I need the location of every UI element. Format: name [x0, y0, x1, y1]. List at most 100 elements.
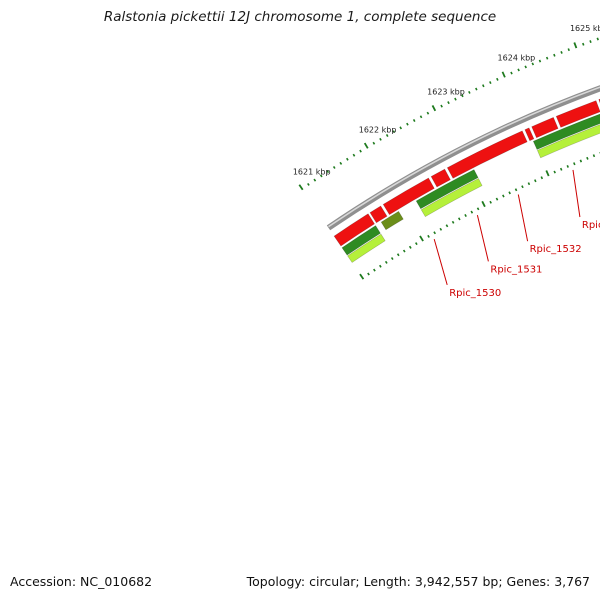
- minor-tick: [359, 149, 362, 153]
- major-tick: [501, 71, 506, 78]
- cds-feature: [531, 117, 559, 139]
- minor-tick: [379, 137, 382, 141]
- genome-info-text: Topology: circular; Length: 3,942,557 bp…: [246, 574, 590, 589]
- minor-tick: [385, 134, 389, 137]
- major-tick: [419, 235, 424, 242]
- cds-feature: [555, 100, 600, 128]
- minor-tick: [346, 157, 349, 161]
- minor-tick: [476, 207, 480, 211]
- minor-tick: [408, 245, 412, 249]
- minor-tick: [373, 268, 376, 272]
- minor-tick: [419, 115, 423, 119]
- minor-tick: [527, 182, 531, 186]
- tick-label: 1625 kbp: [570, 24, 600, 33]
- minor-tick: [319, 174, 323, 178]
- backbone-highlight: [328, 86, 600, 228]
- gene-label: Rpic_1530: [449, 288, 501, 299]
- major-tick: [545, 170, 550, 177]
- rna-feature-light: [537, 124, 600, 159]
- tick-label: 1621 kbp: [293, 168, 331, 177]
- minor-tick: [586, 156, 589, 160]
- minor-tick: [540, 176, 544, 180]
- minor-tick: [379, 264, 382, 268]
- minor-tick: [402, 249, 406, 253]
- rna-feature-dark: [341, 225, 381, 256]
- minor-tick: [352, 153, 356, 157]
- minor-tick: [451, 220, 455, 224]
- minor-tick: [307, 182, 310, 186]
- minor-tick: [439, 227, 443, 231]
- backbone-layer: [326, 85, 600, 231]
- minor-tick: [559, 167, 563, 171]
- minor-tick: [582, 42, 585, 46]
- minor-tick: [396, 253, 400, 257]
- minor-tick: [457, 217, 461, 221]
- minor-tick: [468, 90, 471, 94]
- minor-tick: [496, 77, 499, 81]
- minor-tick: [326, 170, 330, 174]
- major-tick: [573, 42, 578, 49]
- minor-tick: [560, 51, 563, 54]
- tick-label: 1622 kbp: [359, 126, 397, 135]
- rna-feature-light: [347, 233, 386, 263]
- gene-leader-line: [517, 194, 529, 242]
- major-tick: [481, 200, 486, 208]
- tick-layer: 1621 kbp 1622 kbp 1623 kbp 1624 kbp 1625 kbp…: [293, 24, 600, 280]
- gene-label: Rpic_1531: [490, 264, 542, 275]
- minor-tick: [454, 97, 457, 101]
- minor-tick: [514, 188, 518, 192]
- minor-tick: [495, 197, 499, 201]
- major-tick: [431, 104, 437, 112]
- minor-tick: [502, 194, 505, 198]
- minor-tick: [589, 40, 592, 44]
- cds-feature: [524, 127, 535, 142]
- major-tick: [298, 184, 304, 191]
- minor-tick: [332, 165, 336, 169]
- rna-feature-olive: [380, 210, 404, 231]
- minor-tick: [579, 159, 583, 163]
- rna-feature-dark: [415, 169, 479, 210]
- backbone-outer: [326, 85, 600, 231]
- minor-tick: [440, 104, 443, 108]
- minor-tick: [426, 111, 430, 115]
- tick-label: 1623 kbp: [427, 88, 465, 97]
- minor-tick: [596, 37, 599, 41]
- tick-label: 1624 kbp: [498, 54, 536, 63]
- minor-tick: [508, 191, 511, 195]
- minor-tick: [367, 272, 370, 276]
- minor-tick: [313, 178, 317, 182]
- gene-leader-line: [433, 238, 448, 286]
- rna-feature-dark: [532, 113, 600, 150]
- cds-feature: [333, 213, 375, 247]
- map-title: Ralstonia pickettii 12J chromosome 1, co…: [103, 9, 497, 25]
- minor-tick: [475, 87, 478, 91]
- major-tick: [359, 273, 365, 280]
- cds-feature: [446, 130, 528, 179]
- minor-tick: [517, 68, 520, 72]
- major-tick: [363, 142, 369, 149]
- minor-tick: [390, 257, 394, 261]
- rna-feature-light: [420, 178, 483, 218]
- minor-tick: [489, 81, 492, 85]
- minor-tick: [538, 59, 542, 63]
- minor-tick: [545, 56, 549, 60]
- minor-tick: [510, 71, 513, 75]
- cds-feature: [369, 205, 388, 224]
- gene-label: Rpic_1533: [582, 220, 600, 231]
- gene-leader-line: [572, 169, 581, 218]
- minor-tick: [553, 53, 556, 57]
- minor-tick: [445, 224, 449, 228]
- minor-tick: [384, 260, 388, 264]
- minor-tick: [427, 234, 430, 238]
- minor-tick: [372, 141, 376, 145]
- minor-tick: [534, 179, 537, 183]
- minor-tick: [461, 94, 464, 98]
- gene-leader-line: [476, 214, 489, 262]
- cds-feature: [382, 177, 435, 216]
- minor-tick: [470, 210, 474, 214]
- cds-feature: [430, 168, 451, 188]
- minor-tick: [415, 242, 418, 246]
- minor-tick: [447, 101, 450, 105]
- features-layer: [333, 98, 600, 263]
